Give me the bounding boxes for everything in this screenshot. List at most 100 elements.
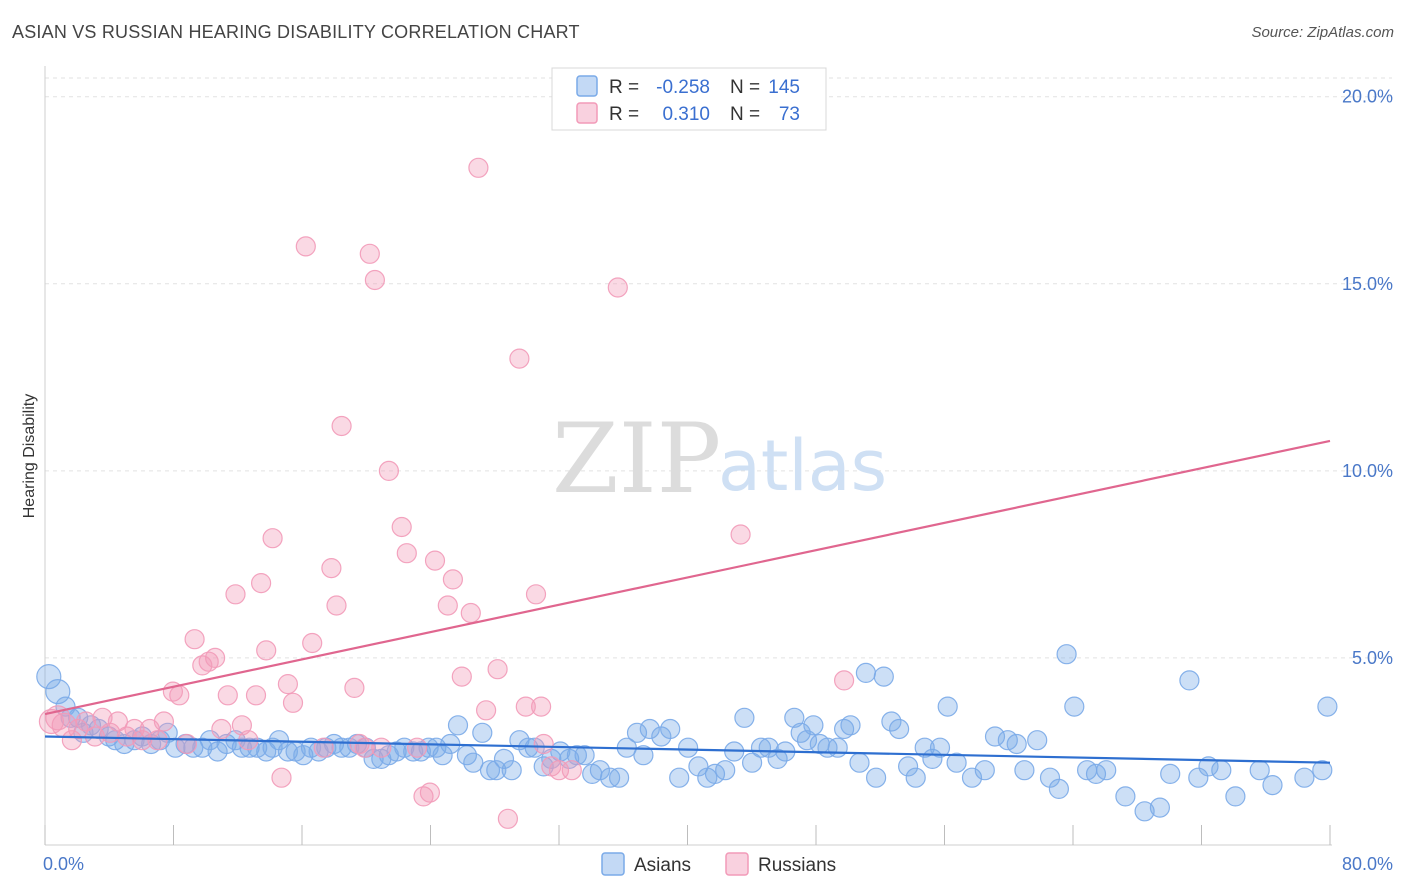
asians-point (1198, 756, 1219, 777)
legend-n-value-asians: 145 (768, 77, 800, 98)
asians-point (974, 760, 995, 781)
russians-point (176, 733, 197, 755)
russians-point (169, 685, 190, 706)
asians-point (888, 718, 910, 740)
russians-point (271, 767, 292, 788)
asians-point (533, 756, 554, 777)
asians-point (750, 737, 772, 758)
asians-point (472, 722, 493, 743)
asians-point (715, 760, 736, 781)
asians-point (1064, 696, 1085, 717)
asians-point (608, 767, 630, 788)
x-tick-labels: 0.0% 80.0% (43, 854, 1393, 874)
russians-point (153, 711, 174, 732)
asians-point (1014, 760, 1035, 781)
russians-point (607, 277, 628, 298)
asians-trend-line (44, 735, 1331, 764)
asians-point (486, 760, 507, 781)
russians-point (396, 543, 417, 564)
russians-point (262, 528, 283, 549)
y-tick-label: 20.0% (1342, 87, 1393, 107)
russians-point (61, 730, 83, 751)
asians-point (929, 737, 951, 758)
asians-point (1188, 767, 1209, 788)
asians-point (633, 745, 654, 766)
russians-point (277, 673, 298, 695)
russians-point (419, 782, 440, 803)
russians-point (378, 460, 399, 481)
asians-point (905, 767, 926, 788)
asians-point (849, 752, 870, 773)
russians-point (359, 243, 380, 264)
russians-point (245, 685, 267, 706)
russians-point (326, 595, 347, 616)
russians-point (116, 726, 137, 747)
russians-point (730, 524, 751, 545)
legend-swatch-asians (576, 75, 598, 97)
russians-point (231, 715, 252, 736)
x-tick-label-max: 80.0% (1342, 854, 1393, 874)
russians-point (525, 584, 547, 605)
asians-point (914, 737, 935, 758)
asians-point (518, 737, 539, 758)
asians-point (1211, 760, 1232, 781)
asians-point (961, 767, 983, 788)
asians-point (493, 748, 515, 770)
russians-point (302, 632, 323, 654)
legend-r-value-asians: -0.258 (656, 77, 710, 98)
asians-point (1249, 760, 1270, 781)
asians-point (501, 760, 522, 781)
asians-point (1149, 797, 1171, 818)
russians-point (476, 700, 497, 721)
asians-point (36, 663, 62, 690)
russians-point (451, 666, 472, 687)
asians-point (1134, 801, 1155, 822)
legend-n-label-russians: N = (730, 104, 760, 125)
asians-point (833, 718, 855, 740)
russians-point (364, 269, 385, 291)
asians-point (626, 722, 648, 743)
russians-point (251, 572, 272, 594)
russians-trend-line (44, 439, 1331, 716)
asians-point (1312, 760, 1333, 781)
russians-point (184, 629, 205, 650)
russians-point (282, 692, 304, 713)
asians-point (192, 737, 213, 758)
asians-point (803, 715, 824, 736)
russians-point (487, 659, 508, 680)
asians-point (855, 662, 877, 684)
russians-point (217, 685, 238, 706)
chart-title: ASIAN VS RUSSIAN HEARING DISABILITY CORR… (12, 22, 580, 42)
asians-point (865, 767, 887, 788)
russians-point (509, 348, 530, 369)
russians-point (561, 760, 582, 781)
russians-point (468, 157, 489, 178)
asians-point (574, 745, 595, 766)
russians-point (533, 733, 554, 755)
russians-point (132, 730, 153, 751)
legend-top: R = -0.258 N = 145 R = 0.310 N = 73 (551, 67, 827, 131)
russians-point (515, 696, 536, 717)
series-russians-points (38, 157, 855, 829)
russians-point (424, 550, 446, 571)
asians-point (1048, 778, 1070, 800)
trend-lines (44, 439, 1331, 764)
asians-point (734, 707, 755, 728)
russians-point (192, 655, 213, 676)
source-label: Source: ZipAtlas.com (1251, 24, 1394, 41)
y-tick-label: 10.0% (1342, 461, 1393, 481)
russians-point (225, 584, 246, 605)
series-asians-points (36, 644, 1338, 822)
russians-point (321, 557, 342, 579)
asians-point (741, 752, 763, 773)
asians-point (1225, 786, 1246, 807)
russians-point (413, 786, 434, 807)
russians-point (437, 595, 458, 616)
asians-point (897, 756, 919, 777)
asians-point (784, 707, 805, 728)
asians-point (1262, 774, 1283, 796)
y-tick-label: 5.0% (1352, 648, 1393, 668)
y-axis-label: Hearing Disability (21, 394, 38, 519)
russians-point (147, 730, 168, 751)
asians-point (1056, 644, 1077, 665)
